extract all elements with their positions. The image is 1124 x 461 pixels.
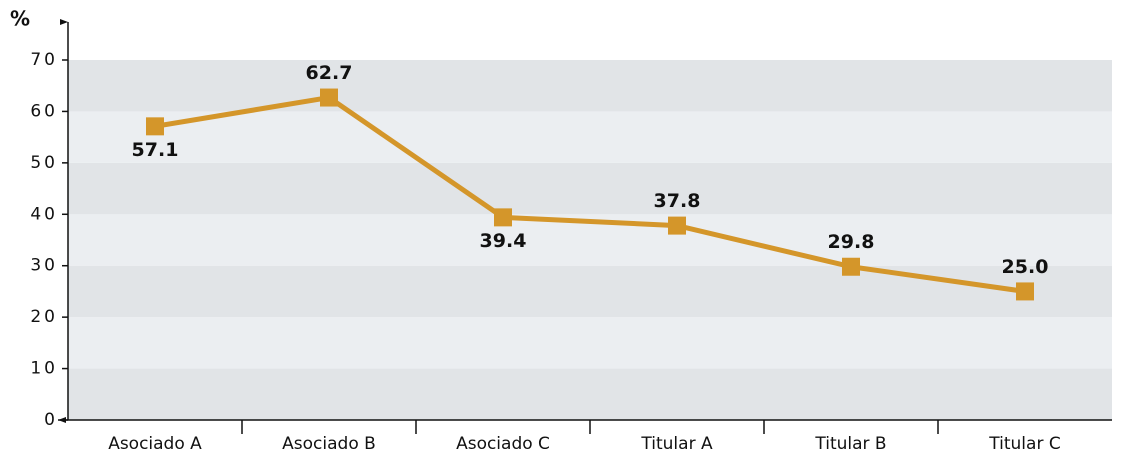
marker	[842, 257, 860, 276]
y-tick-label: 30	[30, 256, 58, 276]
y-axis-label: %	[10, 7, 30, 31]
value-label: 62.7	[306, 62, 353, 84]
y-tick-label: 60	[30, 101, 58, 121]
line	[154, 95, 1026, 294]
x-tick-label: Titular C	[988, 434, 1060, 454]
marker	[320, 88, 338, 107]
background-band	[68, 162, 1112, 215]
background-band	[68, 265, 1112, 318]
x-tick-label: Asociado B	[282, 434, 376, 454]
x-tick-label: Titular B	[814, 434, 886, 454]
value-label: 25.0	[1002, 256, 1049, 278]
y-tick-label: 20	[30, 307, 58, 327]
y-tick-label: 10	[30, 359, 58, 379]
marker	[1016, 282, 1034, 301]
background-band	[68, 317, 1112, 369]
background-band	[68, 368, 1112, 420]
x-tick-label: Asociado C	[456, 434, 550, 454]
value-label: 57.1	[132, 139, 179, 161]
y-tick-label: 0	[44, 410, 58, 430]
background-band	[68, 60, 1112, 112]
y-tick-label: 70	[30, 50, 58, 70]
y-axis-arrow	[60, 19, 68, 25]
value-label: 29.8	[828, 231, 875, 253]
y-tick-label: 50	[30, 153, 58, 173]
value-label: 39.4	[480, 230, 527, 252]
marker	[668, 216, 686, 235]
marker	[494, 208, 512, 227]
background-band	[68, 111, 1112, 163]
marker	[146, 117, 164, 136]
y-tick-label: 40	[30, 204, 58, 224]
x-tick-label: Asociado A	[108, 434, 202, 454]
x-tick-label: Titular A	[640, 434, 713, 454]
value-label: 37.8	[654, 190, 701, 212]
